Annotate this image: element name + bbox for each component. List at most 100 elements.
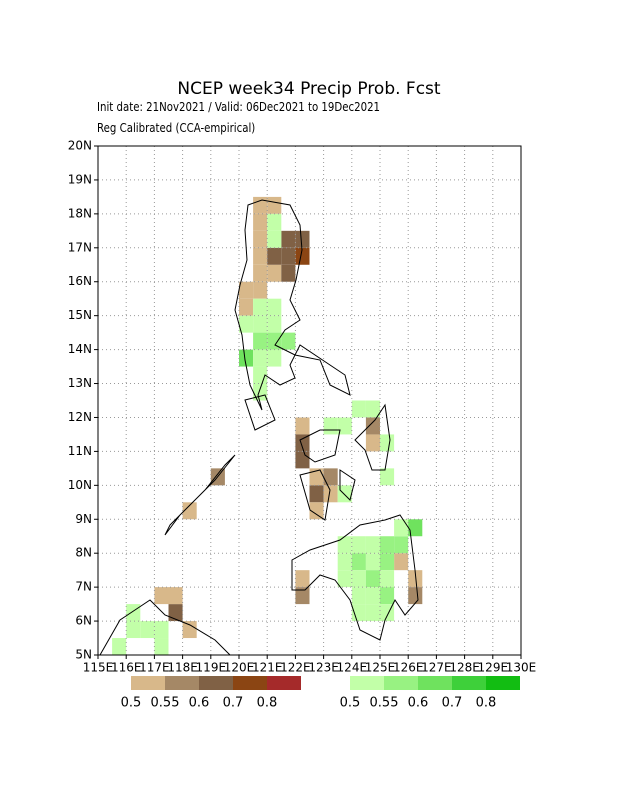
y-tick-label: 12N	[68, 410, 92, 424]
title: NCEP week34 Precip Prob. Fcst	[177, 79, 441, 99]
wet-cell	[253, 349, 268, 367]
legend-label: 0.8	[476, 696, 497, 711]
legend-label: 0.7	[223, 696, 244, 711]
y-tick-label: 11N	[68, 444, 92, 458]
legend-swatch	[267, 676, 301, 690]
x-tick-label: 124E	[337, 661, 368, 675]
x-tick-label: 128E	[449, 661, 480, 675]
map-frame	[97, 145, 522, 656]
wet-cell	[351, 400, 366, 418]
legend-swatch	[131, 676, 165, 690]
wet-cell	[365, 536, 380, 554]
wet-cell	[323, 417, 338, 435]
wet-cell	[154, 638, 169, 655]
axes: 115E116E117E118E119E120E121E122E123E124E…	[68, 139, 537, 675]
note: Reg Calibrated (CCA-empirical)	[97, 121, 255, 135]
coast-mindoro	[244, 394, 276, 431]
dry-cell	[295, 587, 310, 605]
wet-cell	[253, 298, 268, 316]
dry-cell	[323, 485, 338, 503]
wet-cell	[337, 553, 352, 571]
wet-cell	[140, 621, 155, 639]
y-tick-label: 17N	[68, 240, 92, 254]
wet-cell	[394, 536, 409, 554]
wet-cell	[380, 570, 395, 588]
wet-cell	[126, 621, 141, 639]
x-tick-label: 120E	[224, 661, 255, 675]
legend-swatch	[452, 676, 486, 690]
legend-label: 0.6	[189, 696, 210, 711]
y-tick-label: 16N	[68, 274, 92, 288]
wet-cell	[380, 587, 395, 605]
x-tick-label: 118E	[167, 661, 198, 675]
y-tick-label: 7N	[75, 580, 92, 594]
x-tick-label: 116E	[111, 661, 142, 675]
wet-cell	[253, 383, 268, 401]
y-tick-label: 18N	[68, 206, 92, 220]
dry-cell	[365, 417, 380, 435]
x-tick-label: 129E	[478, 661, 509, 675]
wet-cell	[337, 570, 352, 588]
coast-borneo	[99, 599, 231, 656]
wet-cell	[365, 587, 380, 605]
wet-cell	[337, 536, 352, 554]
wet-cell	[380, 553, 395, 571]
x-tick-label: 115E	[83, 661, 114, 675]
wet-cell	[365, 553, 380, 571]
y-tick-label: 14N	[68, 342, 92, 356]
y-tick-label: 5N	[75, 648, 92, 662]
dry-cell	[168, 604, 183, 622]
wet-cell	[365, 570, 380, 588]
wet-cell	[351, 570, 366, 588]
dry-cell	[239, 298, 254, 316]
coastline	[99, 199, 419, 656]
legend-label: 0.55	[151, 696, 180, 711]
dry-cell	[408, 570, 423, 588]
wet-cell	[154, 621, 169, 639]
wet-cell	[351, 587, 366, 605]
dry-cell	[253, 264, 268, 282]
dry-cell	[309, 468, 324, 486]
x-tick-label: 127E	[421, 661, 452, 675]
subtitle: Init date: 21Nov2021 / Valid: 06Dec2021 …	[97, 100, 380, 114]
legend-swatch	[486, 676, 520, 690]
wet-cell	[408, 519, 423, 537]
x-tick-label: 123E	[308, 661, 339, 675]
dry-cell	[182, 621, 197, 639]
legend-swatch	[233, 676, 267, 690]
legend-swatch	[384, 676, 418, 690]
wet-cell	[380, 536, 395, 554]
x-tick-label: 125E	[365, 661, 396, 675]
coast-luzon	[234, 199, 351, 411]
dry-cell	[295, 417, 310, 435]
legend-label: 0.7	[442, 696, 463, 711]
dry-cell	[253, 281, 268, 299]
legend-label: 0.55	[370, 696, 399, 711]
wet-cell	[267, 332, 282, 350]
wet-cell	[351, 536, 366, 554]
dry-cell	[408, 587, 423, 605]
wet-cell	[239, 315, 254, 333]
dry-cell	[253, 247, 268, 265]
wet-cell	[380, 434, 395, 452]
wet-cell	[365, 604, 380, 622]
dry-cell	[267, 264, 282, 282]
dry-cell	[365, 434, 380, 452]
dry-cell	[154, 587, 169, 605]
wet-cell	[281, 332, 296, 350]
wet-cell	[365, 400, 380, 418]
legend-swatch	[199, 676, 233, 690]
wet-cell	[380, 468, 395, 486]
dry-cell	[295, 247, 310, 265]
y-tick-label: 15N	[68, 308, 92, 322]
dry-cell	[281, 264, 296, 282]
y-tick-label: 20N	[68, 139, 92, 153]
dry-cell	[323, 468, 338, 486]
legend-label: 0.5	[121, 696, 142, 711]
x-tick-label: 122E	[280, 661, 311, 675]
wet-cell	[267, 213, 282, 231]
y-tick-label: 13N	[68, 376, 92, 390]
dry-cell	[168, 587, 183, 605]
